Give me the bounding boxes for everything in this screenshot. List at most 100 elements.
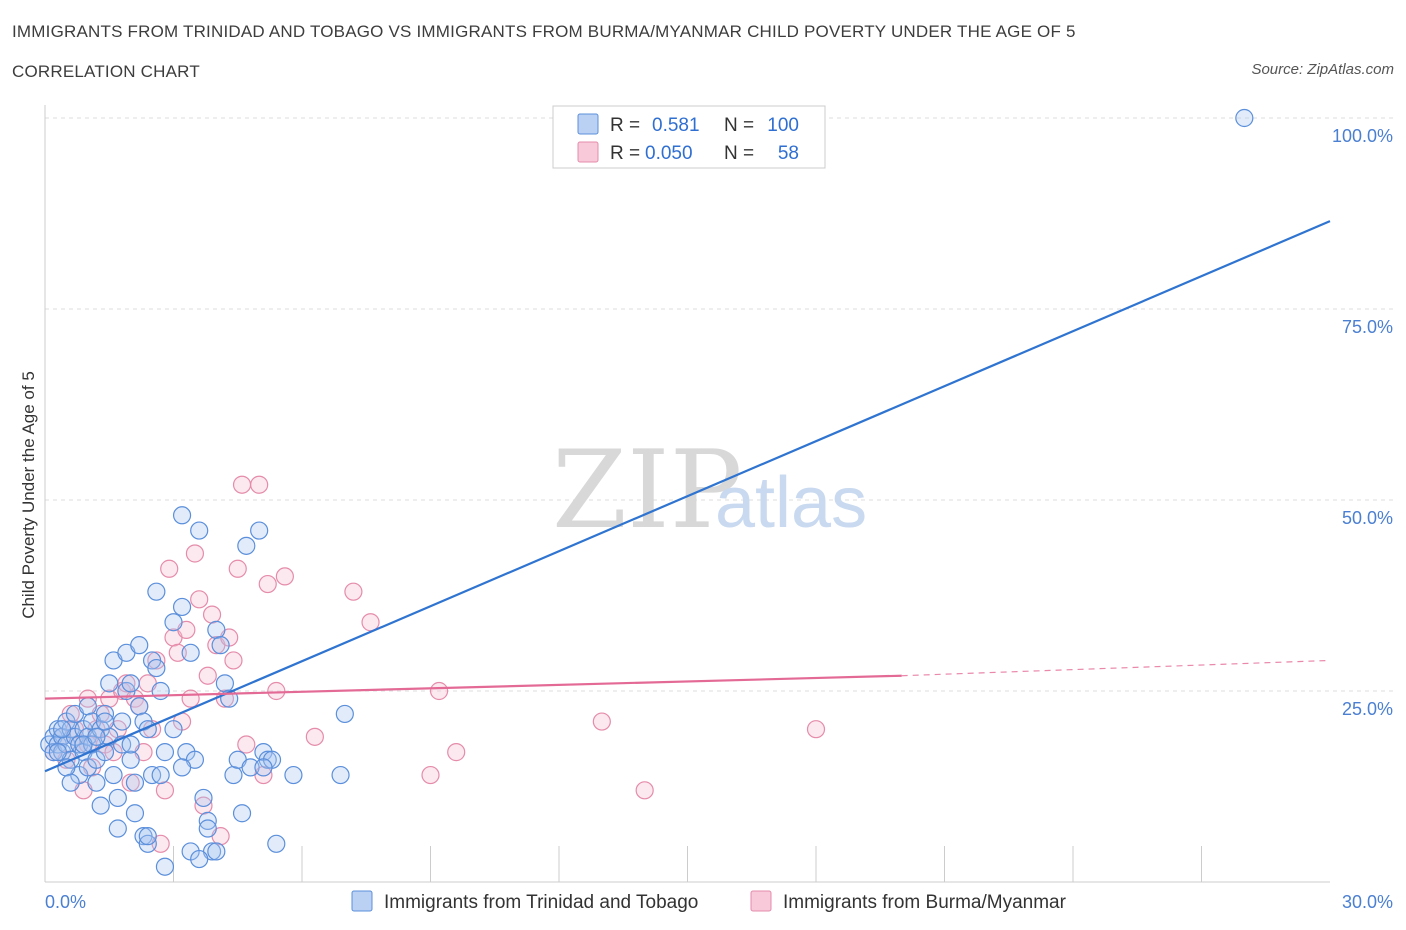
trinidad-point: [207, 620, 226, 639]
trinidad-point: [151, 681, 170, 701]
trinidad-point: [181, 643, 200, 662]
chart-subtitle: CORRELATION CHART: [12, 62, 200, 81]
chart-title: IMMIGRANTS FROM TRINIDAD AND TOBAGO VS I…: [12, 22, 1076, 41]
trinidad-point: [147, 582, 166, 601]
trinidad-point: [267, 834, 286, 853]
burma-point: [160, 559, 179, 578]
burma-point: [185, 544, 205, 563]
trinidad-point: [104, 765, 123, 785]
trinidad-point: [138, 827, 157, 846]
trinidad-point: [130, 697, 149, 716]
y-axis-label: Child Poverty Under the Age of 5: [19, 371, 38, 619]
trinidad-point: [164, 720, 183, 739]
bottom-legend-label-burma: Immigrants from Burma/Myanmar: [783, 892, 1067, 913]
burma-point: [635, 781, 654, 800]
trinidad-point: [138, 834, 157, 853]
trinidad-point: [125, 773, 145, 792]
trinidad-point: [121, 735, 140, 754]
trinidad-point: [151, 765, 170, 785]
trinidad-point: [250, 521, 269, 540]
trinidad-point: [121, 674, 140, 693]
trinidad-point: [335, 704, 354, 724]
legend-n-label-2: N =: [724, 143, 754, 164]
burma-point: [429, 681, 449, 701]
series-legend: Immigrants from Trinidad and Tobago Immi…: [351, 890, 1067, 913]
trinidad-point: [224, 765, 243, 785]
burma-trend-line: [44, 674, 902, 700]
trinidad-point: [198, 819, 217, 838]
trinidad-point: [91, 796, 110, 815]
legend-swatch-blue: [577, 113, 599, 135]
trinidad-point: [1235, 108, 1254, 128]
trinidad-point: [61, 773, 80, 792]
watermark: ZIP atlas: [552, 428, 867, 553]
burma-point: [190, 590, 209, 609]
burma-point: [447, 743, 466, 762]
x-tick-label-max: 30.0%: [1342, 892, 1393, 912]
legend-n-value-2: 58: [778, 143, 799, 164]
trinidad-point: [215, 674, 234, 693]
trinidad-point: [190, 521, 209, 540]
trinidad-point: [198, 811, 217, 830]
trinidad-point: [78, 697, 97, 716]
y-tick-labels: 100.0% 75.0% 50.0% 25.0%: [1332, 126, 1393, 719]
trinidad-point: [48, 743, 67, 762]
y-tick-label-100: 100.0%: [1332, 126, 1393, 146]
trend-lines: [44, 220, 1331, 773]
trinidad-point: [155, 743, 175, 762]
legend-swatch-pink: [577, 141, 599, 163]
trinidad-point: [87, 727, 106, 746]
legend-r-value-2: 0.050: [645, 143, 693, 164]
legend-r-value-1: 0.581: [652, 115, 700, 136]
trinidad-point: [331, 765, 350, 785]
burma-point: [181, 689, 200, 708]
y-tick-label-25: 25.0%: [1342, 699, 1393, 719]
trinidad-point: [284, 765, 303, 785]
burma-trend-extension: [901, 659, 1331, 677]
burma-point: [344, 582, 363, 601]
trinidad-point: [190, 849, 209, 869]
trinidad-point: [232, 804, 252, 823]
burma-point: [267, 681, 286, 701]
trinidad-point: [147, 658, 166, 678]
burma-point: [258, 574, 277, 594]
trinidad-point: [87, 773, 106, 792]
trinidad-point: [172, 758, 192, 777]
y-tick-label-50: 50.0%: [1342, 508, 1393, 528]
x-tick-labels: 0.0% 30.0%: [45, 892, 1393, 912]
trinidad-point: [172, 506, 192, 525]
bottom-legend-label-trinidad: Immigrants from Trinidad and Tobago: [384, 892, 698, 913]
burma-point: [202, 605, 222, 624]
trinidad-point: [164, 613, 183, 632]
trinidad-point: [125, 804, 145, 823]
trinidad-point: [207, 842, 226, 861]
burma-point: [155, 781, 175, 800]
trinidad-point: [254, 758, 273, 777]
burma-point: [228, 559, 247, 578]
burma-point: [232, 475, 252, 494]
legend-r-label-1: R =: [610, 115, 640, 136]
trinidad-point: [211, 636, 230, 655]
burma-point: [275, 567, 294, 586]
trinidad-trend-line: [44, 220, 1331, 773]
legend-n-value-1: 100: [767, 115, 799, 136]
trinidad-point: [108, 788, 127, 808]
burma-point: [305, 727, 324, 746]
watermark-atlas: atlas: [715, 463, 867, 543]
trinidad-point: [108, 819, 127, 838]
chart-source: Source: ZipAtlas.com: [1251, 61, 1394, 78]
y-tick-label-75: 75.0%: [1342, 317, 1393, 337]
watermark-zip: ZIP: [552, 428, 742, 553]
burma-point: [198, 666, 217, 685]
series-burma-points: [44, 475, 826, 853]
series-trinidad-points: [40, 108, 1254, 876]
gridlines: [45, 117, 1395, 692]
trinidad-point: [53, 720, 72, 739]
x-tick-label-min: 0.0%: [45, 892, 86, 912]
burma-point: [147, 651, 166, 670]
burma-point: [224, 651, 243, 670]
correlation-legend: R = 0.581 N = 100 R = 0.050 N = 58: [552, 105, 826, 169]
trinidad-point: [130, 636, 149, 655]
legend-r-label-2: R =: [610, 143, 640, 164]
